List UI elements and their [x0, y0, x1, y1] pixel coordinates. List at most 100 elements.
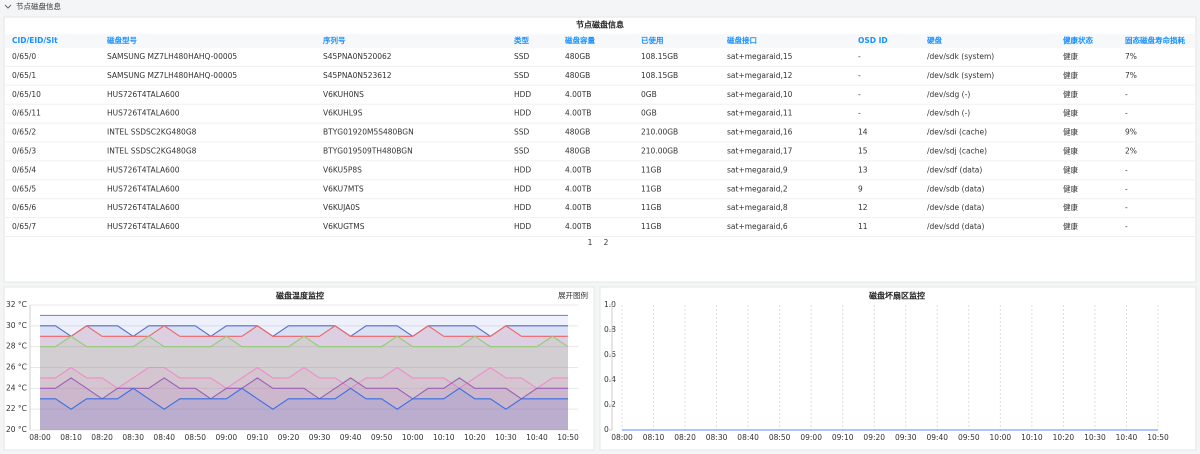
x-tick-label: 10:40	[1116, 433, 1138, 442]
table-cell: HDD	[514, 165, 531, 174]
table-cell: SAMSUNG MZ7LH480HAHQ-00005	[107, 71, 237, 80]
table-cell: -	[1125, 203, 1128, 212]
column-header: 磁盘型号	[107, 35, 137, 45]
collapse-icon[interactable]	[4, 4, 12, 9]
table-cell: 健康	[1063, 202, 1079, 212]
x-tick-label: 09:50	[958, 433, 980, 442]
page-number[interactable]: 1	[588, 238, 593, 247]
table-cell: 4.00TB	[565, 184, 591, 193]
y-tick-label: 22 °C	[6, 404, 27, 413]
table-cell: 210.00GB	[641, 128, 678, 137]
table-cell: 15	[858, 147, 868, 156]
table-cell: S45PNA0N523612	[323, 71, 392, 80]
page-number[interactable]: 2	[604, 238, 609, 247]
x-tick-label: 09:10	[832, 433, 854, 442]
table-cell: 4.00TB	[565, 203, 591, 212]
x-tick-label: 08:40	[153, 433, 175, 442]
table-cell: 480GB	[565, 147, 590, 156]
table-cell: HUS726T4TALA600	[107, 222, 180, 231]
table-cell: sat+megaraid,11	[727, 109, 793, 118]
table-cell: HDD	[514, 222, 531, 231]
table-cell: SSD	[514, 147, 530, 156]
section-title[interactable]: 节点磁盘信息	[16, 1, 61, 11]
column-header: 硬盘	[927, 35, 942, 45]
table-cell: BTYG01920M5S480BGN	[323, 128, 414, 137]
table-cell: HUS726T4TALA600	[107, 184, 180, 193]
table-cell: sat+megaraid,16	[727, 128, 793, 137]
table-cell: 0/65/10	[12, 90, 41, 99]
table-header-bg	[5, 34, 1195, 48]
series-line	[40, 366, 568, 389]
table-cell: 健康	[1063, 146, 1079, 156]
x-tick-label: 09:00	[216, 433, 238, 442]
x-tick-label: 09:40	[926, 433, 948, 442]
table-cell: HUS726T4TALA600	[107, 109, 180, 118]
series-line	[40, 377, 568, 400]
table-cell: sat+megaraid,12	[727, 71, 793, 80]
x-tick-label: 08:20	[91, 433, 113, 442]
table-cell: HDD	[514, 90, 531, 99]
x-tick-label: 10:00	[402, 433, 424, 442]
table-cell: 健康	[1063, 108, 1079, 118]
table-cell: V6KUH0NS	[323, 90, 364, 99]
x-tick-label: 09:40	[340, 433, 362, 442]
x-tick-label: 08:50	[769, 433, 791, 442]
table-cell: S45PNA0N520062	[323, 52, 392, 61]
table-cell: /dev/sdg (-)	[927, 90, 970, 99]
x-tick-label: 10:00	[990, 433, 1012, 442]
table-cell: V6KUGTMS	[323, 222, 365, 231]
table-cell: sat+megaraid,6	[727, 222, 788, 231]
table-cell: sat+megaraid,10	[727, 90, 793, 99]
table-title: 节点磁盘信息	[576, 20, 624, 30]
y-tick-label: 0	[604, 425, 609, 434]
x-tick-label: 09:50	[371, 433, 393, 442]
table-cell: /dev/sdb (data)	[927, 184, 984, 193]
table-cell: sat+megaraid,15	[727, 52, 793, 61]
legend-toggle[interactable]: 展开图例	[558, 290, 588, 300]
y-tick-label: 20 °C	[6, 425, 27, 434]
x-tick-label: 10:50	[1147, 433, 1169, 442]
column-header: 类型	[514, 35, 529, 45]
series-area	[40, 315, 568, 430]
table-cell: V6KUJA0S	[323, 203, 360, 212]
x-tick-label: 10:20	[1053, 433, 1075, 442]
series-line	[40, 387, 568, 410]
chart-panel	[3, 286, 595, 451]
x-tick-label: 09:30	[895, 433, 917, 442]
x-tick-label: 08:50	[184, 433, 206, 442]
table-cell: -	[858, 71, 861, 80]
table-cell: -	[1125, 222, 1128, 231]
column-header: CID/EID/Slt	[12, 36, 58, 45]
table-cell: 健康	[1063, 51, 1079, 61]
x-tick-label: 10:50	[557, 433, 579, 442]
x-tick-label: 08:40	[737, 433, 759, 442]
table-cell: 4.00TB	[565, 165, 591, 174]
table-cell: SSD	[514, 71, 530, 80]
table-cell: 健康	[1063, 183, 1079, 193]
table-cell: -	[858, 90, 861, 99]
table-cell: -	[858, 109, 861, 118]
table-cell: 108.15GB	[641, 52, 678, 61]
table-cell: 0GB	[641, 90, 657, 99]
table-cell: 健康	[1063, 221, 1079, 231]
table-cell: 480GB	[565, 52, 590, 61]
x-tick-label: 08:30	[122, 433, 144, 442]
table-cell: 12	[858, 203, 868, 212]
table-cell: 9%	[1125, 128, 1137, 137]
x-tick-label: 09:30	[309, 433, 331, 442]
table-cell: BTYG019509TH480BGN	[323, 147, 413, 156]
column-header: 已使用	[641, 35, 664, 45]
table-cell: sat+megaraid,8	[727, 203, 788, 212]
x-tick-label: 09:00	[800, 433, 822, 442]
series-line	[40, 325, 568, 337]
table-cell: 4.00TB	[565, 222, 591, 231]
table-cell: 健康	[1063, 127, 1079, 137]
x-tick-label: 10:40	[526, 433, 548, 442]
x-tick-label: 10:10	[1021, 433, 1043, 442]
table-cell: SAMSUNG MZ7LH480HAHQ-00005	[107, 52, 237, 61]
table-cell: /dev/sdf (data)	[927, 165, 982, 174]
table-cell: HUS726T4TALA600	[107, 90, 180, 99]
x-tick-label: 08:20	[674, 433, 696, 442]
table-cell: 0/65/11	[12, 109, 41, 118]
